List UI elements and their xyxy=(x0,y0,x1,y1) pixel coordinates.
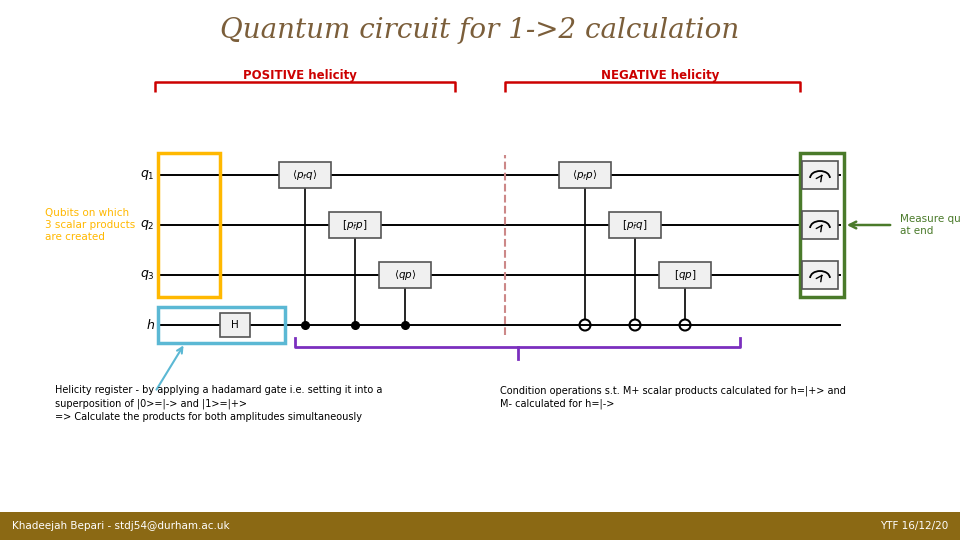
Text: $q_3$: $q_3$ xyxy=(140,268,155,282)
Text: $\langle p_f p\rangle$: $\langle p_f p\rangle$ xyxy=(572,168,598,182)
FancyBboxPatch shape xyxy=(329,212,381,238)
Text: NEGATIVE helicity: NEGATIVE helicity xyxy=(601,69,719,82)
Text: Condition operations s.t. M+ scalar products calculated for h=|+> and
M- calcula: Condition operations s.t. M+ scalar prod… xyxy=(500,385,846,409)
FancyBboxPatch shape xyxy=(379,262,431,288)
Text: Quantum circuit for 1->2 calculation: Quantum circuit for 1->2 calculation xyxy=(221,17,739,44)
Text: $[qp]$: $[qp]$ xyxy=(674,268,696,282)
Text: Khadeejah Bepari - stdj54@durham.ac.uk: Khadeejah Bepari - stdj54@durham.ac.uk xyxy=(12,521,229,531)
Bar xyxy=(0,512,960,540)
Text: $q_2$: $q_2$ xyxy=(140,218,155,232)
FancyBboxPatch shape xyxy=(559,162,611,188)
Text: Qubits on which
3 scalar products
are created: Qubits on which 3 scalar products are cr… xyxy=(45,208,135,241)
FancyBboxPatch shape xyxy=(609,212,661,238)
FancyBboxPatch shape xyxy=(802,161,838,189)
FancyBboxPatch shape xyxy=(279,162,331,188)
Text: POSITIVE helicity: POSITIVE helicity xyxy=(243,69,357,82)
Text: Helicity register - by applying a hadamard gate i.e. setting it into a
superposi: Helicity register - by applying a hadama… xyxy=(55,385,382,422)
Text: $\langle qp\rangle$: $\langle qp\rangle$ xyxy=(394,268,417,282)
Text: $[p_{\bar{f}}p]$: $[p_{\bar{f}}p]$ xyxy=(343,218,368,232)
FancyBboxPatch shape xyxy=(659,262,711,288)
Text: $q_1$: $q_1$ xyxy=(140,168,155,182)
Text: $h$: $h$ xyxy=(146,318,155,332)
Text: Measure qubits
at end: Measure qubits at end xyxy=(900,214,960,236)
Text: YTF 16/12/20: YTF 16/12/20 xyxy=(879,521,948,531)
Text: $[p_{\bar{f}}q]$: $[p_{\bar{f}}q]$ xyxy=(622,218,648,232)
Text: H: H xyxy=(231,320,239,330)
FancyBboxPatch shape xyxy=(802,211,838,239)
FancyBboxPatch shape xyxy=(802,261,838,289)
FancyBboxPatch shape xyxy=(220,313,250,337)
Text: $\langle p_f q\rangle$: $\langle p_f q\rangle$ xyxy=(293,168,318,182)
